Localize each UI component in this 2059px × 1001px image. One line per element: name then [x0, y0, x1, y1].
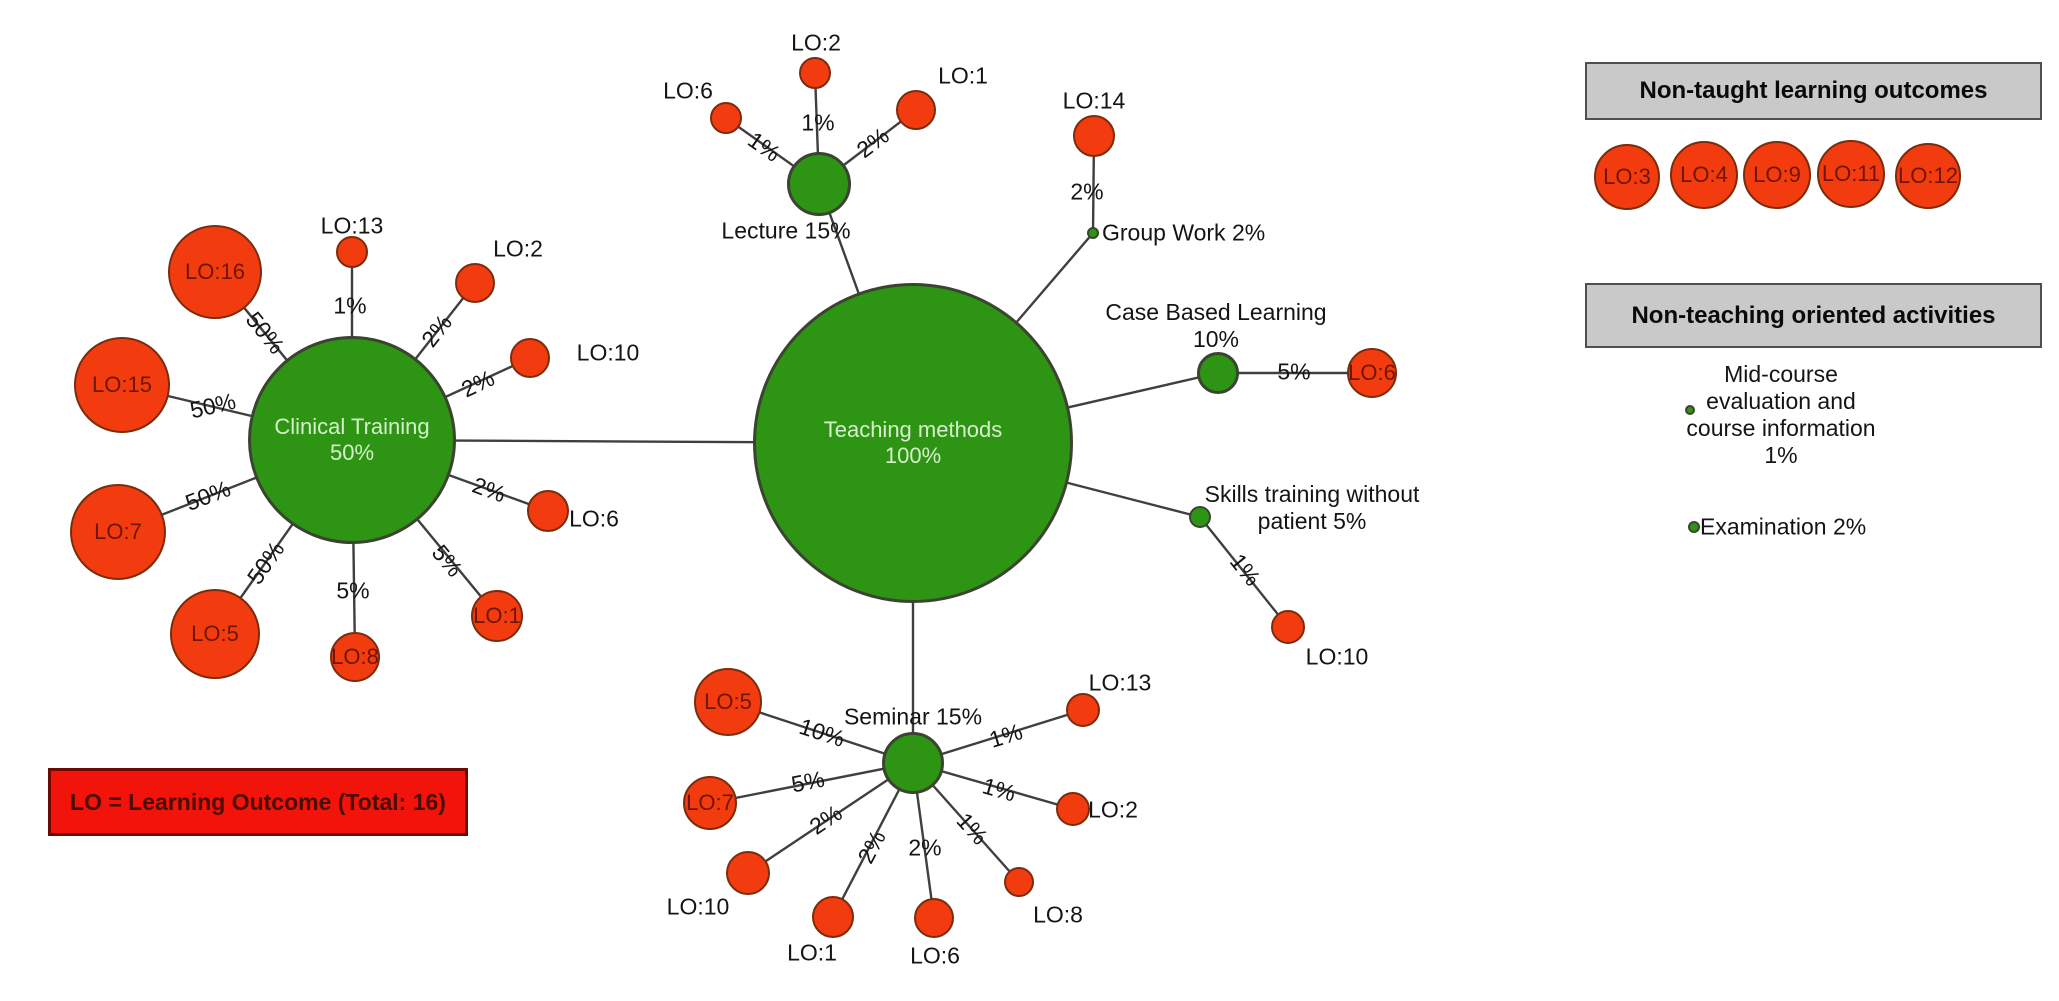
- node-lecture-lo6: [710, 102, 742, 134]
- node-lecture: [787, 152, 851, 216]
- node-seminar-lo1: [812, 896, 854, 938]
- seminar-lo1-label: LO:1: [787, 939, 837, 966]
- pct-clinical-lo8: 5%: [336, 577, 370, 604]
- panel-non-teaching-header: Non-teaching oriented activities: [1585, 283, 2042, 348]
- case-based-learning-label: Case Based Learning 10%: [1105, 299, 1327, 352]
- pct-seminar-lo6: 2%: [908, 834, 942, 861]
- node-nontaught-lo3: LO:3: [1594, 144, 1660, 210]
- mid-course-dot: [1685, 405, 1695, 415]
- panel-non-taught-header: Non-taught learning outcomes: [1585, 62, 2042, 120]
- node-clinical-lo5: LO:5: [170, 589, 260, 679]
- node-lecture-lo1: [896, 90, 936, 130]
- node-nontaught-lo11: LO:11: [1817, 140, 1885, 208]
- pct-clinical-lo13: 1%: [333, 292, 367, 319]
- node-cbl-lo6: LO:6: [1347, 348, 1397, 398]
- node-seminar-lo10: [726, 851, 770, 895]
- edge: [747, 762, 914, 874]
- seminar-lo10-label: LO:10: [666, 893, 730, 920]
- node-teaching-methods: Teaching methods 100%: [753, 283, 1073, 603]
- node-group-work-dot: [1087, 227, 1099, 239]
- node-clinical-lo13: [336, 236, 368, 268]
- node-seminar-lo6: [914, 898, 954, 938]
- node-seminar-lo2: [1056, 792, 1090, 826]
- node-groupwork-lo14: [1073, 115, 1115, 157]
- node-nontaught-lo9: LO:9: [1743, 141, 1811, 209]
- teaching-methods-label: Teaching methods 100%: [823, 417, 1003, 468]
- seminar-lo6-label: LO:6: [910, 942, 960, 969]
- seminar-lo2-label: LO:2: [1088, 796, 1138, 823]
- node-clinical-lo10: [510, 338, 550, 378]
- clinical-lo2-label: LO:2: [493, 235, 543, 262]
- node-clinical-lo1: LO:1: [471, 590, 523, 642]
- node-skills-training-dot: [1189, 506, 1211, 528]
- clinical-training-label: Clinical Training 50%: [274, 414, 430, 465]
- lecture-lo1-label: LO:1: [938, 62, 988, 89]
- group-work-label: Group Work 2%: [1102, 219, 1266, 246]
- pct-groupwork-lo14: 2%: [1070, 178, 1104, 205]
- node-seminar-lo8: [1004, 867, 1034, 897]
- examination-dot: [1688, 521, 1700, 533]
- pct-cbl-lo6: 5%: [1277, 358, 1311, 385]
- legend-box: LO = Learning Outcome (Total: 16): [48, 768, 468, 836]
- skills-training-label: Skills training without patient 5%: [1204, 481, 1420, 534]
- lecture-label: Lecture 15%: [721, 217, 851, 244]
- groupwork-lo14-label: LO:14: [1062, 87, 1126, 114]
- node-skills-lo10: [1271, 610, 1305, 644]
- node-lecture-lo2: [799, 57, 831, 89]
- clinical-lo13-label: LO:13: [320, 212, 384, 239]
- seminar-label: Seminar 15%: [843, 703, 983, 730]
- node-case-based-learning: [1197, 352, 1239, 394]
- lecture-lo2-label: LO:2: [791, 29, 841, 56]
- node-clinical-lo2: [455, 263, 495, 303]
- node-clinical-lo6: [527, 490, 569, 532]
- clinical-lo6-label: LO:6: [569, 505, 619, 532]
- edge: [709, 761, 914, 805]
- node-nontaught-lo4: LO:4: [1670, 141, 1738, 209]
- skills-lo10-label: LO:10: [1305, 643, 1369, 670]
- node-clinical-lo7: LO:7: [70, 484, 166, 580]
- mid-course-label: Mid-course evaluation and course informa…: [1686, 361, 1876, 468]
- edge: [1199, 516, 1289, 628]
- node-clinical-lo16: LO:16: [168, 225, 262, 319]
- node-seminar: [882, 732, 944, 794]
- node-nontaught-lo12: LO:12: [1895, 143, 1961, 209]
- seminar-lo8-label: LO:8: [1033, 901, 1083, 928]
- node-clinical-lo8: LO:8: [330, 632, 380, 682]
- node-seminar-lo5: LO:5: [694, 668, 762, 736]
- node-seminar-lo7: LO:7: [683, 776, 737, 830]
- lecture-lo6-label: LO:6: [663, 77, 713, 104]
- pct-lecture-lo2: 1%: [801, 109, 835, 136]
- node-clinical-training: Clinical Training 50%: [248, 336, 456, 544]
- clinical-lo10-label: LO:10: [576, 339, 640, 366]
- node-clinical-lo15: LO:15: [74, 337, 170, 433]
- seminar-lo13-label: LO:13: [1088, 669, 1152, 696]
- node-seminar-lo13: [1066, 693, 1100, 727]
- examination-label: Examination 2%: [1700, 513, 1867, 540]
